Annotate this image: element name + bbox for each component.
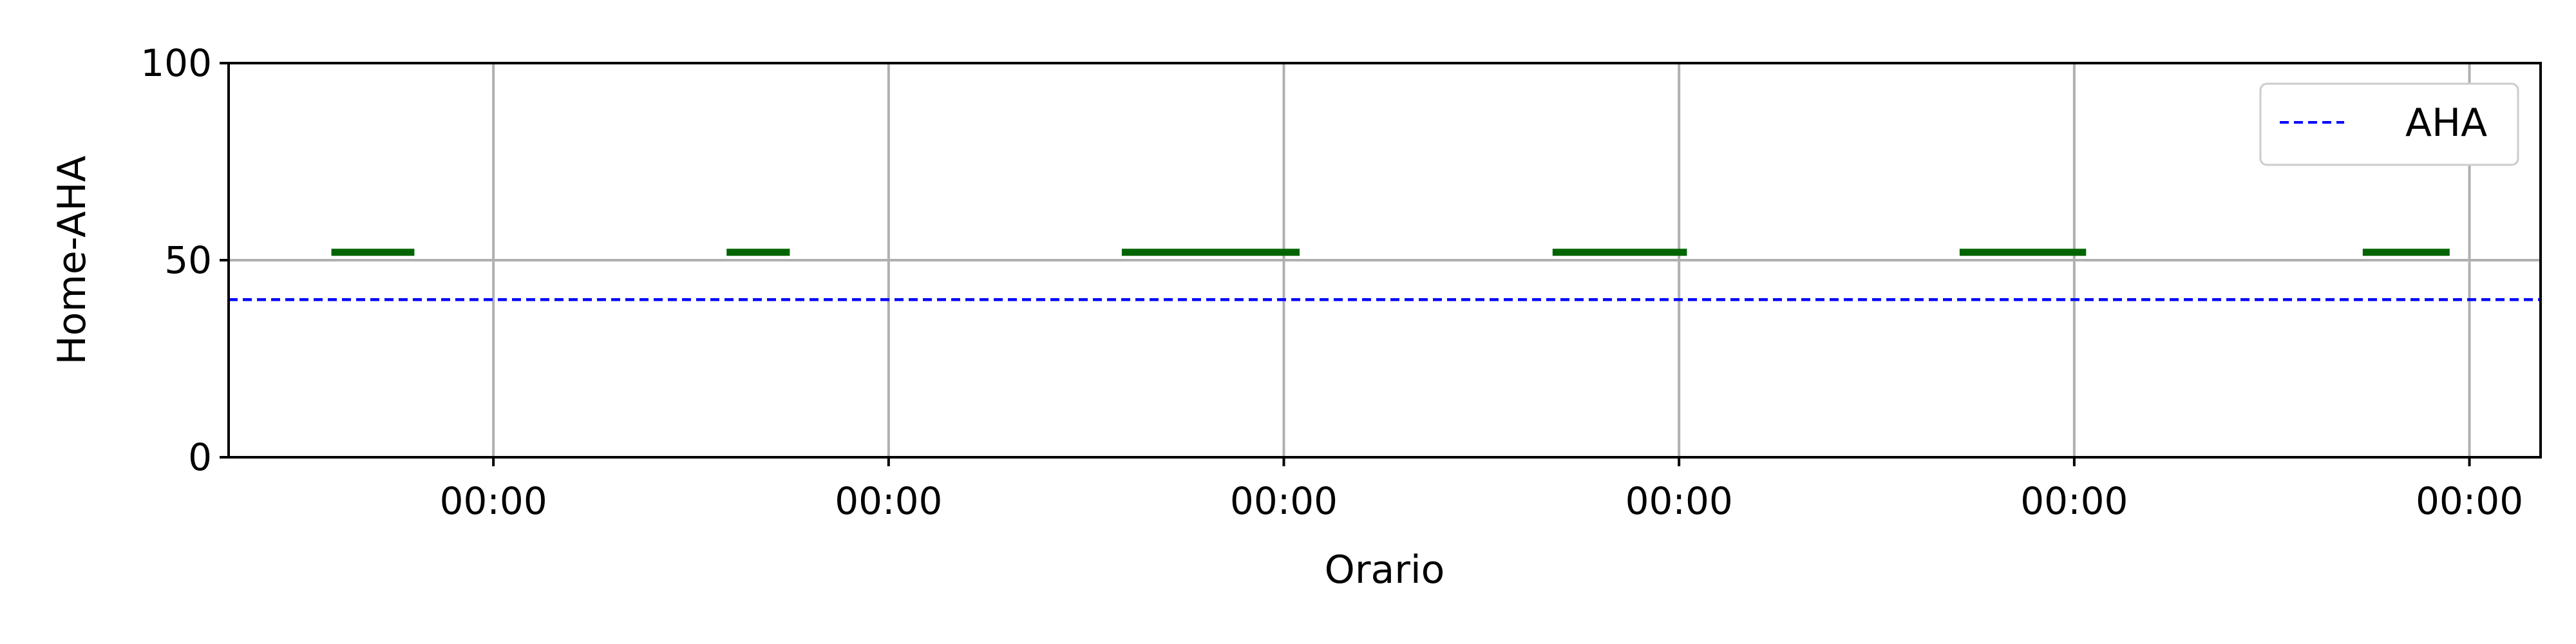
y-axis-label: Home-AHA [50, 156, 95, 365]
legend: AHA [2259, 82, 2519, 166]
x-tick-label: 00:00 [440, 479, 547, 523]
x-tick-label: 00:00 [1230, 479, 1338, 523]
legend-label-aha: AHA [2405, 100, 2487, 146]
legend-box [2259, 82, 2519, 166]
x-tick-label: 00:00 [2416, 479, 2523, 523]
x-tick-label: 00:00 [2020, 479, 2128, 523]
x-tick-label: 00:00 [1625, 479, 1733, 523]
x-axis-label: Orario [1325, 547, 1445, 592]
ticks: 0 50 100 00:00 00:00 00:00 00:00 00:00 00:00 [140, 41, 2523, 523]
y-tick-label: 0 [188, 435, 212, 479]
y-tick-label: 100 [140, 41, 212, 85]
x-tick-label: 00:00 [835, 479, 942, 523]
y-tick-label: 50 [164, 238, 212, 282]
series-layer [229, 249, 2541, 301]
